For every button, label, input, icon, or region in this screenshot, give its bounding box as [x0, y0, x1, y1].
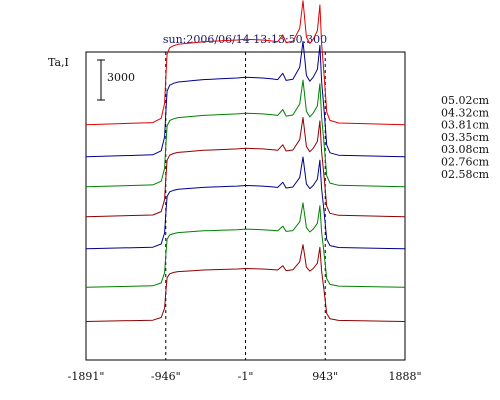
legend-entry-5: 02.76cm — [441, 156, 490, 169]
legend-entry-2: 03.81cm — [441, 119, 490, 132]
series-line-0 — [85, 0, 406, 126]
legend-entry-4: 03.08cm — [441, 143, 490, 156]
legend-entry-6: 02.58cm — [441, 168, 490, 181]
x-tick-label-1: -946" — [151, 370, 181, 383]
scale-bar-label: 3000 — [107, 71, 135, 84]
legend-entry-0: 05.02cm — [441, 94, 490, 107]
x-tick-label-3: 943" — [312, 370, 338, 383]
x-tick-label-4: 1888" — [388, 370, 421, 383]
x-tick-label-2: -1" — [238, 370, 254, 383]
guide-lines — [165, 52, 326, 360]
x-tick-label-0: -1891" — [68, 370, 105, 383]
scale-bar: 3000 — [97, 59, 135, 101]
x-tick-labels: -1891" -946" -1" 943" 1888" — [68, 370, 422, 383]
series-line-4 — [85, 156, 406, 250]
series-line-5 — [85, 202, 406, 288]
legend-entry-1: 04.32cm — [441, 106, 490, 119]
series-line-1 — [85, 40, 406, 158]
series-line-6 — [85, 244, 406, 322]
y-axis-label: Ta,I — [48, 56, 69, 69]
series-line-3 — [85, 117, 406, 218]
plot-frame — [85, 51, 406, 361]
series-lines — [85, 0, 406, 322]
series-line-2 — [85, 79, 406, 188]
legend: 05.02cm04.32cm03.81cm03.35cm03.08cm02.76… — [441, 94, 490, 181]
legend-entry-3: 03.35cm — [441, 131, 490, 144]
